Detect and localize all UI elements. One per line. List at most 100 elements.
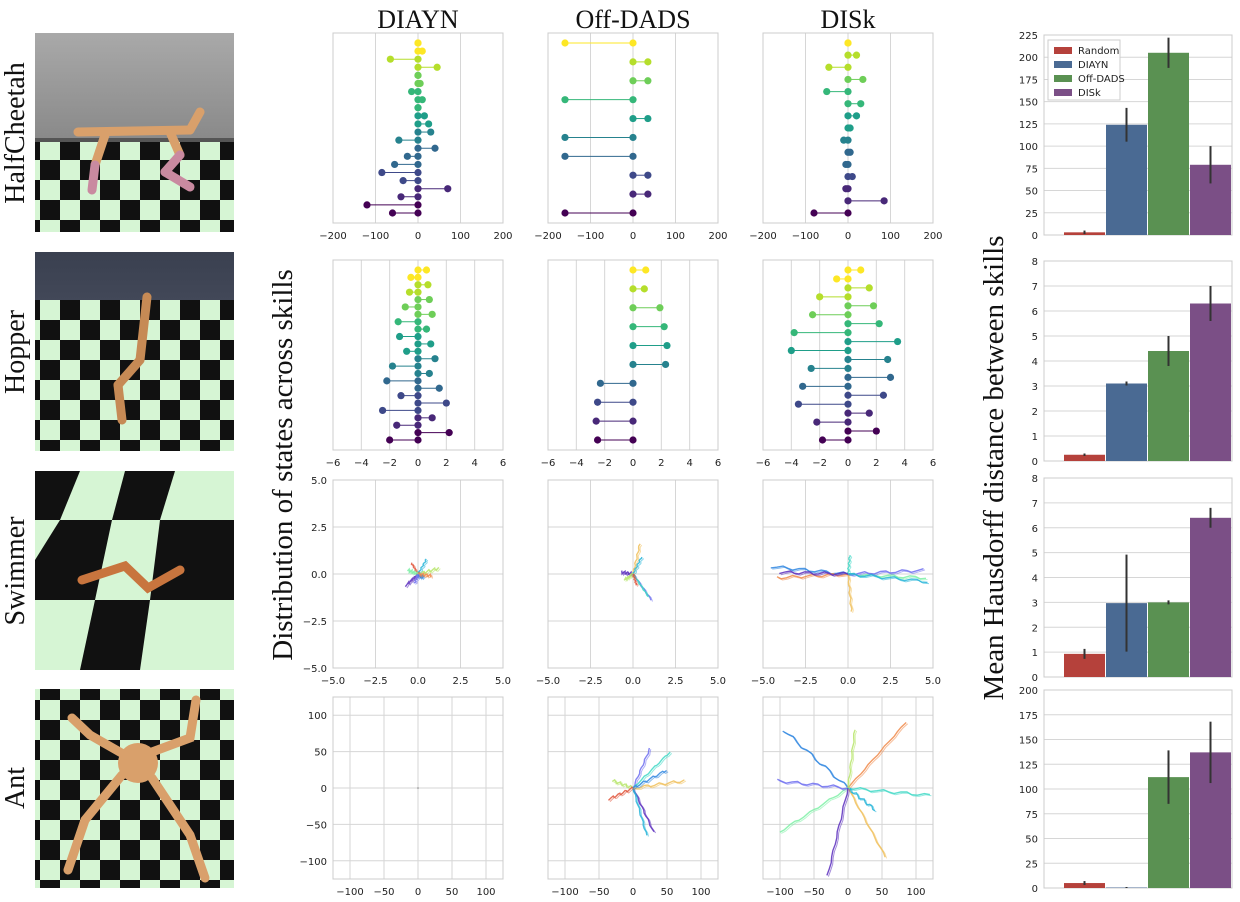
trajectory-line: [611, 778, 634, 789]
x-tick-label: 50: [876, 887, 889, 898]
state-point: [414, 355, 422, 363]
state-point: [414, 128, 422, 136]
state-point: [644, 58, 652, 66]
state-point: [844, 112, 852, 120]
y-tick-label: 8: [1032, 474, 1038, 485]
state-point: [844, 100, 852, 108]
x-tick-label: 6: [715, 458, 721, 469]
legend-swatch-diayn: [1054, 61, 1072, 68]
state-point: [596, 379, 605, 387]
panel-halfcheetah-disk: −200 −100 0 100 200: [749, 32, 943, 242]
state-point: [388, 362, 397, 370]
x-tick-label: 50: [661, 887, 674, 898]
state-point: [825, 63, 833, 71]
bar-random: [1064, 653, 1105, 677]
x-tick-label: 4: [901, 458, 907, 469]
y-tick-label: 5: [1032, 549, 1038, 560]
y-tick-label: 125: [1019, 760, 1038, 771]
state-point: [844, 320, 852, 328]
state-point: [414, 347, 422, 355]
trajectory-line: [847, 568, 924, 576]
trajectory-line: [846, 555, 851, 575]
state-point: [629, 114, 637, 123]
state-point: [433, 63, 441, 71]
legend-label-diayn: DIAYN: [1078, 60, 1108, 71]
state-point: [561, 96, 569, 104]
state-point: [787, 346, 795, 355]
state-point: [378, 168, 386, 177]
y-tick-label: 2: [1032, 623, 1038, 634]
state-point: [414, 39, 422, 47]
x-tick-label: −4: [784, 458, 799, 469]
state-point: [844, 311, 852, 319]
trajectory-line: [632, 787, 648, 836]
x-tick-label: −4: [354, 458, 369, 469]
x-tick-label: −50: [588, 887, 609, 898]
state-point: [414, 281, 422, 289]
plot-frame: [332, 696, 504, 880]
x-tick-label: −100: [792, 231, 819, 242]
state-point: [818, 436, 827, 444]
x-tick-label: 200: [708, 231, 727, 242]
state-point: [844, 418, 852, 426]
x-tick-label: 0.0: [410, 676, 426, 687]
y-tick-label: 25: [1025, 859, 1038, 870]
plot-frame: [762, 479, 934, 669]
plot-frame: [547, 32, 719, 224]
y-tick-label: −5.0: [303, 664, 327, 675]
bar-chart-ant: 0 25 50 75 100 125 150 175 200: [1019, 686, 1233, 895]
state-point: [401, 303, 409, 311]
state-point: [403, 347, 411, 355]
trajectory-line: [849, 575, 854, 613]
state-point: [840, 136, 848, 144]
trajectory-line: [783, 731, 850, 790]
state-point: [431, 355, 439, 363]
state-point: [629, 360, 637, 369]
state-point: [656, 304, 664, 312]
trajectory-line: [413, 573, 420, 584]
state-point: [844, 209, 852, 217]
trajectory-line: [417, 558, 427, 575]
x-tick-label: 100: [476, 887, 495, 898]
state-point: [629, 266, 637, 274]
trajectory-line: [847, 787, 886, 858]
trajectory-line: [847, 729, 856, 789]
x-tick-label: 100: [691, 887, 710, 898]
plot-frame: [332, 479, 504, 669]
y-tick-label: 100: [1019, 142, 1038, 153]
x-tick-label: 0: [845, 887, 851, 898]
state-point: [644, 77, 652, 85]
state-point: [414, 266, 422, 274]
x-tick-label: 0: [415, 231, 421, 242]
state-point: [414, 160, 422, 169]
bar-diayn: [1106, 383, 1147, 461]
x-tick-label: 4: [686, 458, 692, 469]
state-point: [629, 96, 637, 104]
state-point: [414, 136, 422, 144]
x-tick-label: 0: [845, 458, 851, 469]
env-image-ant: [35, 689, 234, 888]
state-point: [414, 325, 422, 333]
plot-frame: [547, 479, 719, 669]
y-tick-label: 175: [1019, 75, 1038, 86]
x-tick-label: −200: [534, 231, 561, 242]
state-point: [414, 104, 422, 112]
state-point: [629, 417, 637, 425]
state-point: [435, 384, 443, 392]
panel-swimmer-diayn: −5.0 −2.5 0.0 2.5 5.0 5.0 2.5 0.0 −2.5 −5.0: [303, 476, 511, 687]
state-point: [661, 360, 670, 369]
state-point: [848, 172, 856, 181]
x-tick-label: 5.0: [925, 676, 941, 687]
x-tick-label: −100: [577, 231, 604, 242]
state-point: [844, 382, 852, 390]
state-point: [844, 197, 852, 205]
state-point: [405, 288, 414, 296]
trajectory-line: [623, 572, 634, 581]
y-tick-label: 0: [1032, 457, 1038, 468]
state-point: [844, 436, 852, 444]
state-point: [629, 398, 637, 406]
bar-random: [1064, 883, 1105, 888]
state-point: [414, 369, 422, 378]
state-point: [844, 51, 852, 59]
panel-swimmer-disk: −5.0 −2.5 0.0 2.5 5.0: [751, 479, 941, 687]
